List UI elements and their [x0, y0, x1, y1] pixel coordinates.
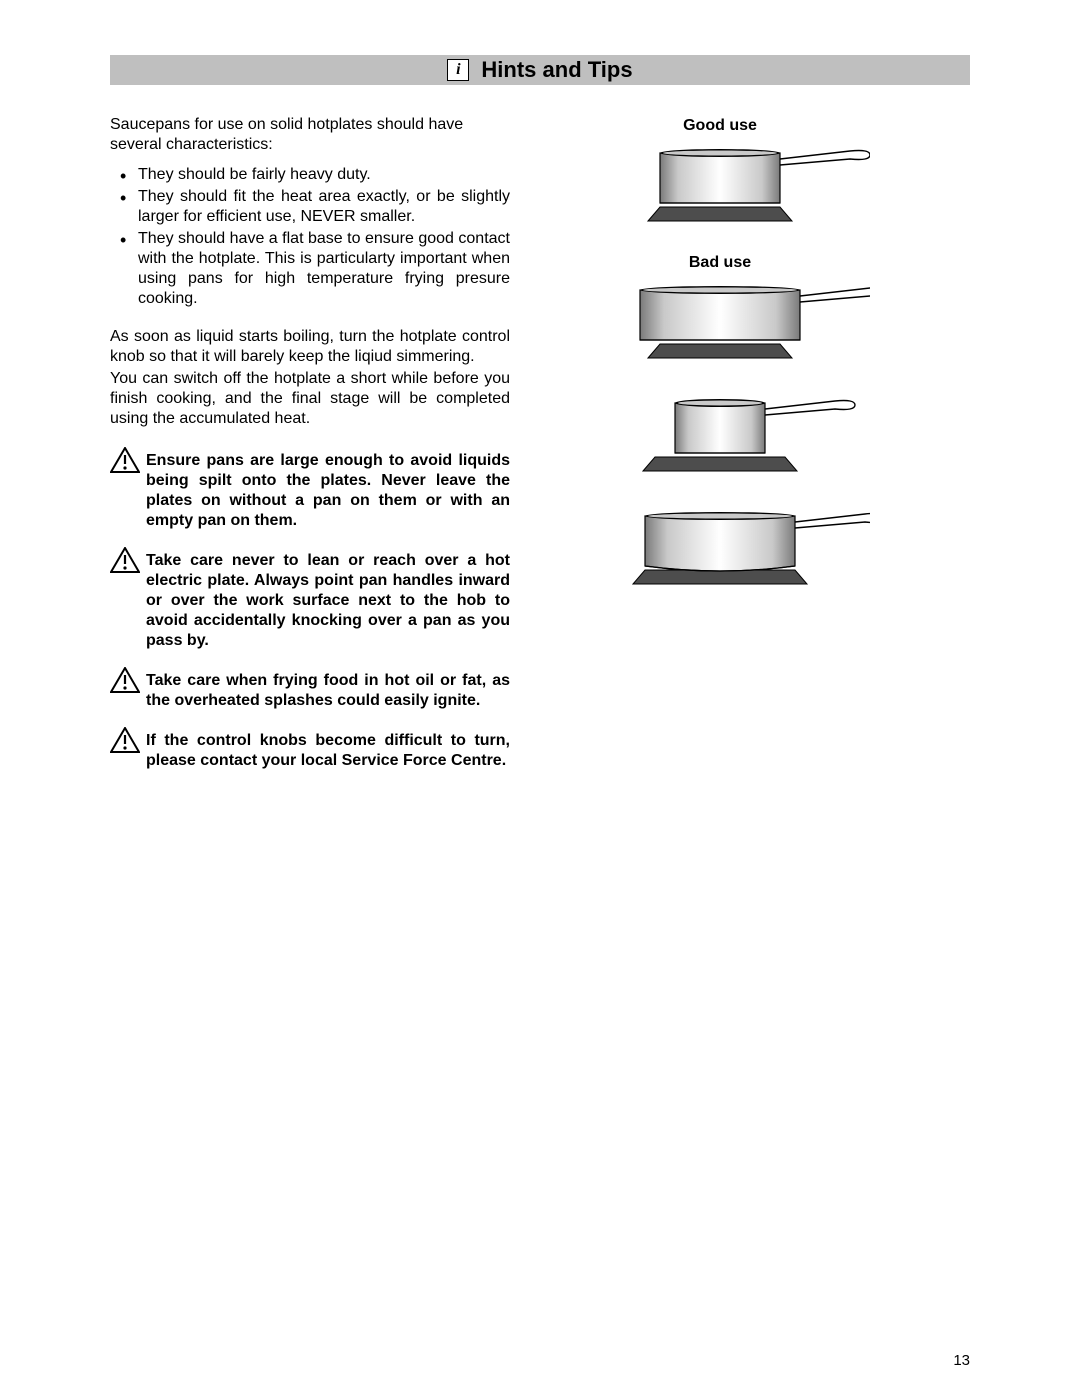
- info-icon: i: [447, 59, 469, 81]
- warning-triangle-icon: [110, 667, 140, 693]
- bullet-item: They should fit the heat area exactly, o…: [138, 187, 510, 227]
- good-use-figure: [570, 141, 910, 236]
- intro-text: Saucepans for use on solid hotplates sho…: [110, 115, 510, 155]
- warning-triangle-icon: [110, 547, 140, 573]
- warning-block: Ensure pans are large enough to avoid li…: [110, 451, 510, 531]
- warning-text: Ensure pans are large enough to avoid li…: [146, 452, 510, 529]
- page-title: Hints and Tips: [481, 57, 632, 83]
- header-content: i Hints and Tips: [447, 57, 632, 83]
- warning-triangle-icon: [110, 447, 140, 473]
- warning-triangle-icon: [110, 727, 140, 753]
- bullet-list: They should be fairly heavy duty. They s…: [110, 165, 510, 309]
- warning-block: If the control knobs become difficult to…: [110, 731, 510, 771]
- paragraph: As soon as liquid starts boiling, turn t…: [110, 327, 510, 367]
- bad-use-figure: [570, 391, 910, 486]
- header-bar: i Hints and Tips: [110, 55, 970, 85]
- bullet-item: They should be fairly heavy duty.: [138, 165, 510, 185]
- bad-use-figure: [570, 504, 910, 599]
- content: Saucepans for use on solid hotplates sho…: [110, 115, 970, 791]
- left-column: Saucepans for use on solid hotplates sho…: [110, 115, 510, 791]
- bad-use-label: Bad use: [640, 254, 800, 272]
- good-use-label: Good use: [640, 117, 800, 135]
- page-number: 13: [953, 1352, 970, 1369]
- warning-text: Take care when frying food in hot oil or…: [146, 672, 510, 709]
- warning-block: Take care when frying food in hot oil or…: [110, 671, 510, 711]
- warning-text: Take care never to lean or reach over a …: [146, 552, 510, 649]
- paragraph: You can switch off the hotplate a short …: [110, 369, 510, 429]
- warning-text: If the control knobs become difficult to…: [146, 732, 510, 769]
- right-column: Good use Bad use: [570, 115, 910, 791]
- bullet-item: They should have a flat base to ensure g…: [138, 229, 510, 309]
- warning-block: Take care never to lean or reach over a …: [110, 551, 510, 651]
- bad-use-figure: [570, 278, 910, 373]
- paragraph-block: As soon as liquid starts boiling, turn t…: [110, 327, 510, 429]
